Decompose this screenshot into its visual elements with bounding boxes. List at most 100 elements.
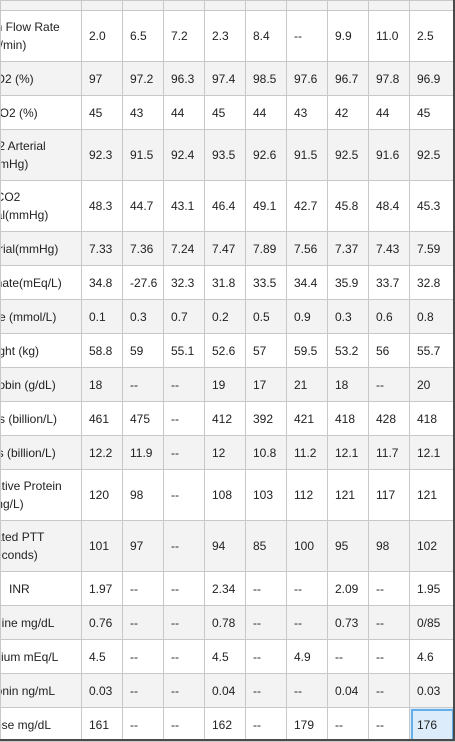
value-cell[interactable]: 162: [204, 707, 246, 742]
value-cell[interactable]: 35.9: [327, 265, 369, 300]
value-cell[interactable]: 43.1: [163, 180, 205, 232]
value-cell[interactable]: -27.6: [122, 265, 164, 300]
value-cell[interactable]: --: [245, 605, 287, 640]
value-cell[interactable]: 97.6: [286, 61, 328, 96]
value-cell[interactable]: --: [122, 673, 164, 708]
value-cell[interactable]: [409, 0, 455, 11]
value-cell[interactable]: 97: [81, 61, 123, 96]
value-cell[interactable]: 0.03: [81, 673, 123, 708]
value-cell[interactable]: 2.3: [204, 10, 246, 62]
value-cell[interactable]: 0.76: [81, 605, 123, 640]
value-cell[interactable]: 0.3: [327, 299, 369, 334]
value-cell[interactable]: 2.09: [327, 571, 369, 606]
value-cell[interactable]: 92.5: [409, 129, 455, 181]
value-cell[interactable]: --: [163, 435, 205, 470]
value-cell[interactable]: 31.8: [204, 265, 246, 300]
value-cell[interactable]: 7.37: [327, 231, 369, 266]
value-cell[interactable]: 0.9: [286, 299, 328, 334]
row-label-cell[interactable]: FIO2 (%): [0, 95, 82, 130]
value-cell[interactable]: 92.6: [245, 129, 287, 181]
value-cell[interactable]: 97.2: [122, 61, 164, 96]
value-cell[interactable]: 59: [122, 333, 164, 368]
value-cell[interactable]: 7.36: [122, 231, 164, 266]
value-cell[interactable]: 102: [409, 520, 455, 572]
value-cell[interactable]: 0.04: [327, 673, 369, 708]
value-cell[interactable]: 0.7: [163, 299, 205, 334]
value-cell[interactable]: 7.33: [81, 231, 123, 266]
value-cell[interactable]: --: [122, 605, 164, 640]
value-cell[interactable]: 18: [327, 367, 369, 402]
value-cell[interactable]: 42: [327, 95, 369, 130]
value-cell[interactable]: --: [122, 571, 164, 606]
row-label-cell[interactable]: pCO2 rial(mmHg): [0, 180, 82, 232]
value-cell[interactable]: --: [286, 10, 328, 62]
value-cell[interactable]: 45: [81, 95, 123, 130]
value-cell[interactable]: --: [327, 707, 369, 742]
value-cell[interactable]: --: [327, 639, 369, 674]
value-cell[interactable]: 2.0: [81, 10, 123, 62]
value-cell[interactable]: 6.5: [122, 10, 164, 62]
value-cell[interactable]: --: [163, 707, 205, 742]
value-cell[interactable]: 96.3: [163, 61, 205, 96]
row-label-cell[interactable]: pO2 (%): [0, 61, 82, 96]
value-cell[interactable]: 1.97: [81, 571, 123, 606]
value-cell[interactable]: 7.2: [163, 10, 205, 62]
value-cell[interactable]: 9.9: [327, 10, 369, 62]
value-cell[interactable]: 0.1: [81, 299, 123, 334]
value-cell[interactable]: --: [163, 520, 205, 572]
value-cell[interactable]: 418: [409, 401, 455, 436]
value-cell[interactable]: 11.2: [286, 435, 328, 470]
value-cell[interactable]: 97.4: [204, 61, 246, 96]
value-cell[interactable]: 0/85: [409, 605, 455, 640]
value-cell[interactable]: 45: [409, 95, 455, 130]
value-cell[interactable]: 421: [286, 401, 328, 436]
value-cell[interactable]: 34.4: [286, 265, 328, 300]
value-cell[interactable]: 0.78: [204, 605, 246, 640]
value-cell[interactable]: 49.1: [245, 180, 287, 232]
value-cell[interactable]: 33.5: [245, 265, 287, 300]
value-cell[interactable]: 92.4: [163, 129, 205, 181]
value-cell[interactable]: 7.24: [163, 231, 205, 266]
value-cell[interactable]: 32.3: [163, 265, 205, 300]
value-cell[interactable]: --: [368, 673, 410, 708]
value-cell[interactable]: --: [163, 401, 205, 436]
value-cell[interactable]: --: [163, 639, 205, 674]
value-cell[interactable]: --: [368, 571, 410, 606]
value-cell[interactable]: 44: [245, 95, 287, 130]
value-cell[interactable]: 412: [204, 401, 246, 436]
value-cell[interactable]: 12.1: [409, 435, 455, 470]
value-cell[interactable]: [163, 0, 205, 11]
value-cell[interactable]: 108: [204, 469, 246, 521]
value-cell[interactable]: 4.9: [286, 639, 328, 674]
row-label-cell[interactable]: ponin ng/mL: [0, 673, 82, 708]
value-cell[interactable]: 392: [245, 401, 287, 436]
value-cell[interactable]: 92.3: [81, 129, 123, 181]
value-cell[interactable]: 43: [286, 95, 328, 130]
row-label-cell[interactable]: ssium mEq/L: [0, 639, 82, 674]
value-cell[interactable]: 92.5: [327, 129, 369, 181]
value-cell[interactable]: 19: [204, 367, 246, 402]
value-cell[interactable]: 96.7: [327, 61, 369, 96]
value-cell[interactable]: 53.2: [327, 333, 369, 368]
value-cell[interactable]: 42.7: [286, 180, 328, 232]
value-cell[interactable]: 55.7: [409, 333, 455, 368]
value-cell[interactable]: 100: [286, 520, 328, 572]
value-cell[interactable]: 57: [245, 333, 287, 368]
value-cell[interactable]: 179: [286, 707, 328, 742]
value-cell[interactable]: 121: [327, 469, 369, 521]
value-cell[interactable]: 48.3: [81, 180, 123, 232]
value-cell[interactable]: 44: [368, 95, 410, 130]
value-cell[interactable]: --: [122, 707, 164, 742]
value-cell[interactable]: 45: [204, 95, 246, 130]
value-cell[interactable]: --: [245, 707, 287, 742]
value-cell[interactable]: --: [122, 639, 164, 674]
row-label-cell[interactable]: active Protein (mg/L): [0, 469, 82, 521]
value-cell[interactable]: --: [245, 571, 287, 606]
value-cell[interactable]: 98: [122, 469, 164, 521]
row-label-cell[interactable]: globin (g/dL): [0, 367, 82, 402]
value-cell[interactable]: --: [245, 639, 287, 674]
value-cell[interactable]: 20: [409, 367, 455, 402]
value-cell[interactable]: 91.6: [368, 129, 410, 181]
value-cell[interactable]: 96.9: [409, 61, 455, 96]
value-cell[interactable]: 21: [286, 367, 328, 402]
